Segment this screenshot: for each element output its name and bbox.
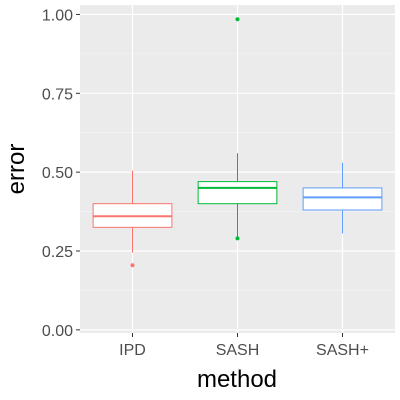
- x-tick-label: SASH: [216, 342, 260, 359]
- y-tick-label: 0.75: [42, 86, 73, 103]
- outlier-point: [130, 263, 135, 268]
- y-axis-title: error: [3, 144, 30, 195]
- x-axis-title: method: [197, 366, 277, 393]
- y-tick-label: 0.00: [42, 323, 73, 340]
- outlier-point: [235, 17, 240, 22]
- x-tick-label: SASH+: [316, 342, 369, 359]
- outlier-point: [235, 236, 240, 241]
- boxes-layer: [92, 17, 383, 268]
- box-iqr: [302, 187, 383, 211]
- box-iqr: [197, 181, 278, 205]
- box-ipd: [92, 170, 173, 268]
- box-sash: [197, 17, 278, 241]
- x-axis: IPD SASH SASH+: [119, 333, 369, 359]
- x-tick-label: IPD: [119, 342, 146, 359]
- y-tick-label: 1.00: [42, 7, 73, 24]
- y-axis: 0.00 0.25 0.50 0.75 1.00: [42, 7, 80, 340]
- box-sash-plus: [302, 162, 383, 234]
- y-tick-label: 0.50: [42, 165, 73, 182]
- y-tick-label: 0.25: [42, 244, 73, 261]
